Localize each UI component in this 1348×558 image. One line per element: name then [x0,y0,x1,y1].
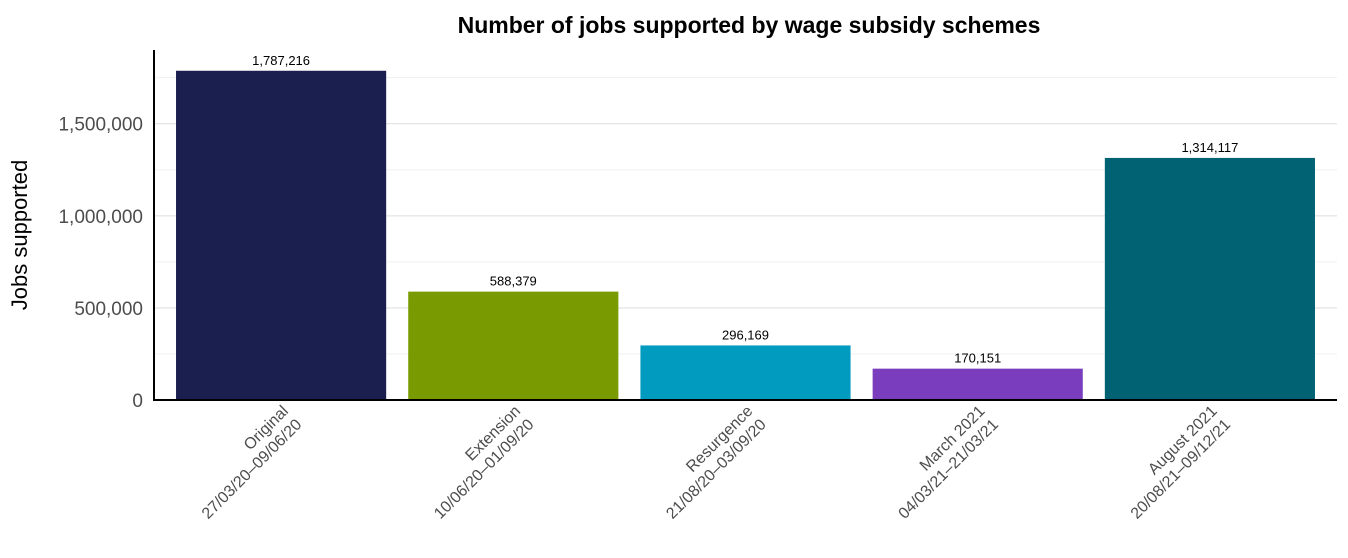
x-tick-label-text: Extension10/06/20–01/09/20 [418,403,538,523]
data-label: 588,379 [490,274,537,289]
x-tick-label-text: March 202104/03/21–21/03/21 [882,403,1002,523]
data-label: 1,314,117 [1181,140,1238,155]
x-tick-label: Resurgence21/08/20–03/09/20 [650,403,770,523]
x-tick-label-text: Original27/03/20–09/06/20 [186,403,306,523]
data-label: 1,787,216 [252,53,310,68]
y-axis-ticks: 0 500,000 1,000,000 1,500,000 [58,115,143,412]
bars [176,70,1315,400]
x-tick-label: Extension10/06/20–01/09/20 [418,403,538,523]
data-labels: 1,787,216 588,379 296,169 170,151 1,314,117 [252,53,1238,366]
bar [176,70,387,400]
bar [408,291,619,400]
bar [640,345,851,400]
data-label: 296,169 [722,327,769,342]
x-tick-label-text: Resurgence21/08/20–03/09/20 [650,403,770,523]
chart-title: Number of jobs supported by wage subsidy… [458,12,1041,38]
y-tick-label: 0 [132,391,143,412]
y-tick-label: 500,000 [74,299,143,320]
x-tick-label: August 202120/08/21–09/12/21 [1114,403,1234,523]
bar [1104,157,1315,400]
y-axis-label: Jobs supported [7,160,32,310]
x-tick-label-text: August 202120/08/21–09/12/21 [1114,403,1234,523]
y-tick-label: 1,500,000 [58,115,143,136]
x-axis-ticks: Original27/03/20–09/06/20 Extension10/06/… [186,403,1234,523]
x-tick-label: March 202104/03/21–21/03/21 [882,403,1002,523]
data-label: 170,151 [954,351,1001,366]
x-tick-label: Original27/03/20–09/06/20 [186,403,306,523]
y-tick-label: 1,000,000 [58,207,143,228]
bar [872,368,1083,400]
